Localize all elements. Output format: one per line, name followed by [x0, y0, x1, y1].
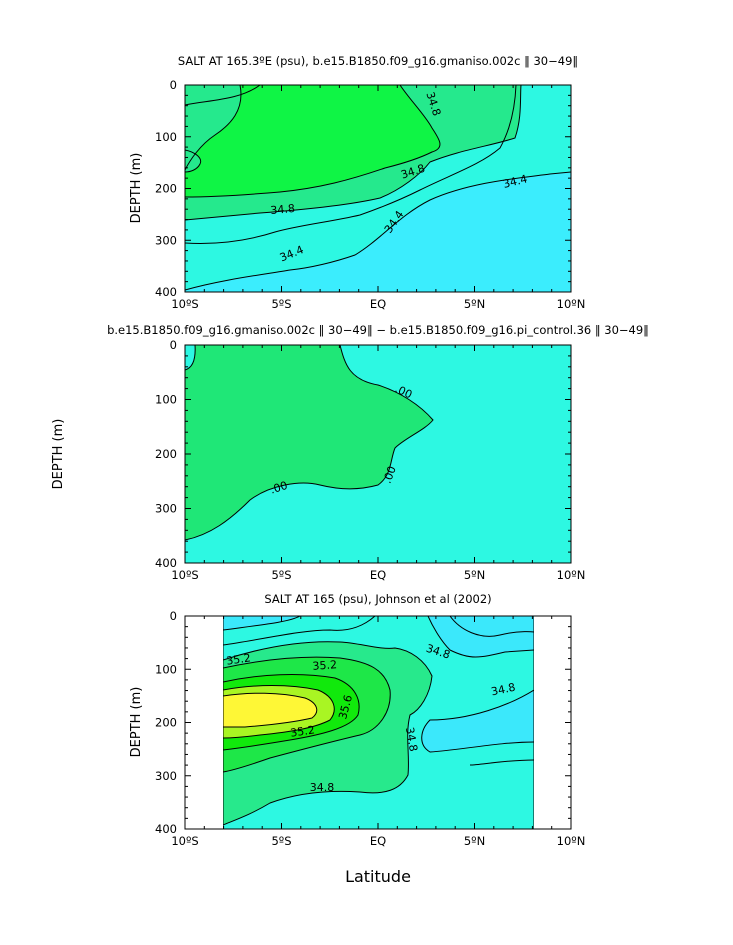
x-tick-label: 5ºN: [464, 297, 485, 311]
x-tick-label: 10ºN: [557, 568, 586, 582]
fill-level-7: [223, 693, 317, 727]
y-tick-label: 400: [155, 556, 177, 570]
contour-label: 34.8: [403, 726, 420, 752]
y-tick-label: 200: [155, 447, 177, 461]
x-tick-label: 5ºS: [271, 297, 291, 311]
y-tick-label: 300: [155, 502, 177, 516]
y-tick-label: 0: [170, 609, 177, 623]
x-tick-label: 5ºN: [464, 834, 485, 848]
fill-low-top-right: [223, 616, 534, 657]
contour-label: 34.8: [490, 681, 517, 699]
contour-label: 34.4: [502, 172, 529, 191]
panel-3-contour-labels: 35.2 35.2 35.2 35.6 34.8 34.8 34.8 34.8: [225, 642, 516, 794]
x-tick-label: 10ºN: [557, 834, 586, 848]
y-tick-label: 200: [155, 182, 177, 196]
panel-2: b.e15.B1850.f09_g16.gmaniso.002c ‖ 30−49…: [51, 323, 649, 582]
x-tick-label: 10ºS: [171, 568, 198, 582]
x-tick-label: EQ: [370, 568, 386, 582]
contour-label: .00: [381, 464, 399, 485]
panel-2-contour-lines: [185, 345, 434, 541]
y-tick-label: 300: [155, 233, 177, 247]
y-tick-label: 400: [155, 285, 177, 299]
panel-1: SALT AT 165.3ºE (psu), b.e15.B1850.f09_g…: [129, 54, 585, 311]
y-tick-label: 100: [155, 130, 177, 144]
x-tick-label: EQ: [370, 834, 386, 848]
panel-3-contour-fills: [223, 616, 534, 829]
panel-1-contour-fills: [185, 85, 571, 292]
y-tick-label: 100: [155, 662, 177, 676]
panel-2-ylabel: DEPTH (m): [51, 419, 66, 490]
x-tick-label: 10ºS: [171, 297, 198, 311]
panel-1-title: SALT AT 165.3ºE (psu), b.e15.B1850.f09_g…: [178, 54, 578, 68]
x-tick-label: 5ºN: [464, 568, 485, 582]
panel-2-ticks: 10ºS 5ºS EQ 5ºN 10ºN 0 100 200 300 400: [155, 338, 585, 582]
x-tick-label: EQ: [370, 297, 386, 311]
contour-label: 35.2: [289, 723, 315, 739]
fill-low-right: [421, 690, 534, 752]
y-tick-label: 200: [155, 716, 177, 730]
panel-3-contour-lines: [223, 616, 534, 826]
y-tick-label: 100: [155, 393, 177, 407]
y-tick-label: 400: [155, 822, 177, 836]
contour-label: 34.8: [310, 781, 335, 794]
panel-2-title: b.e15.B1850.f09_g16.gmaniso.002c ‖ 30−49…: [107, 323, 649, 337]
panel-3: SALT AT 165 (psu), Johnson et al (2002): [129, 592, 585, 886]
panel-1-contour-labels: 34.8 34.8 34.8 34.4 34.4 34.4: [270, 90, 529, 264]
fill-level-2: [185, 345, 433, 540]
contour-label: .00: [269, 479, 290, 497]
x-tick-label: 5ºS: [271, 834, 291, 848]
panel-2-contour-fills: [185, 345, 571, 563]
x-tick-label: 5ºS: [271, 568, 291, 582]
contour-label: 35.6: [336, 694, 355, 721]
panel-3-title: SALT AT 165 (psu), Johnson et al (2002): [264, 592, 491, 606]
fill-low-top-left: [223, 616, 300, 630]
panel-1-ticks: 10ºS 5ºS EQ 5ºN 10ºN 0 100 200 300 400: [155, 78, 585, 311]
y-tick-label: 0: [170, 78, 177, 92]
contour-label: 35.2: [225, 651, 251, 667]
fill-level-4: [185, 85, 440, 197]
panel-1-contour-lines: [185, 85, 571, 291]
panel-3-ylabel: DEPTH (m): [129, 687, 144, 758]
x-tick-label: 10ºN: [557, 297, 586, 311]
y-tick-label: 0: [170, 338, 177, 352]
y-tick-label: 300: [155, 769, 177, 783]
x-tick-label: 10ºS: [171, 834, 198, 848]
panel-1-ylabel: DEPTH (m): [129, 153, 144, 224]
panel-3-ticks: 10ºS 5ºS EQ 5ºN 10ºN 0 100 200 300 400: [155, 609, 585, 848]
contour-label: 35.2: [312, 658, 337, 673]
fill-level-2b: [470, 742, 534, 765]
panel-3-xlabel: Latitude: [345, 867, 411, 886]
contour-label: 34.8: [270, 202, 296, 217]
